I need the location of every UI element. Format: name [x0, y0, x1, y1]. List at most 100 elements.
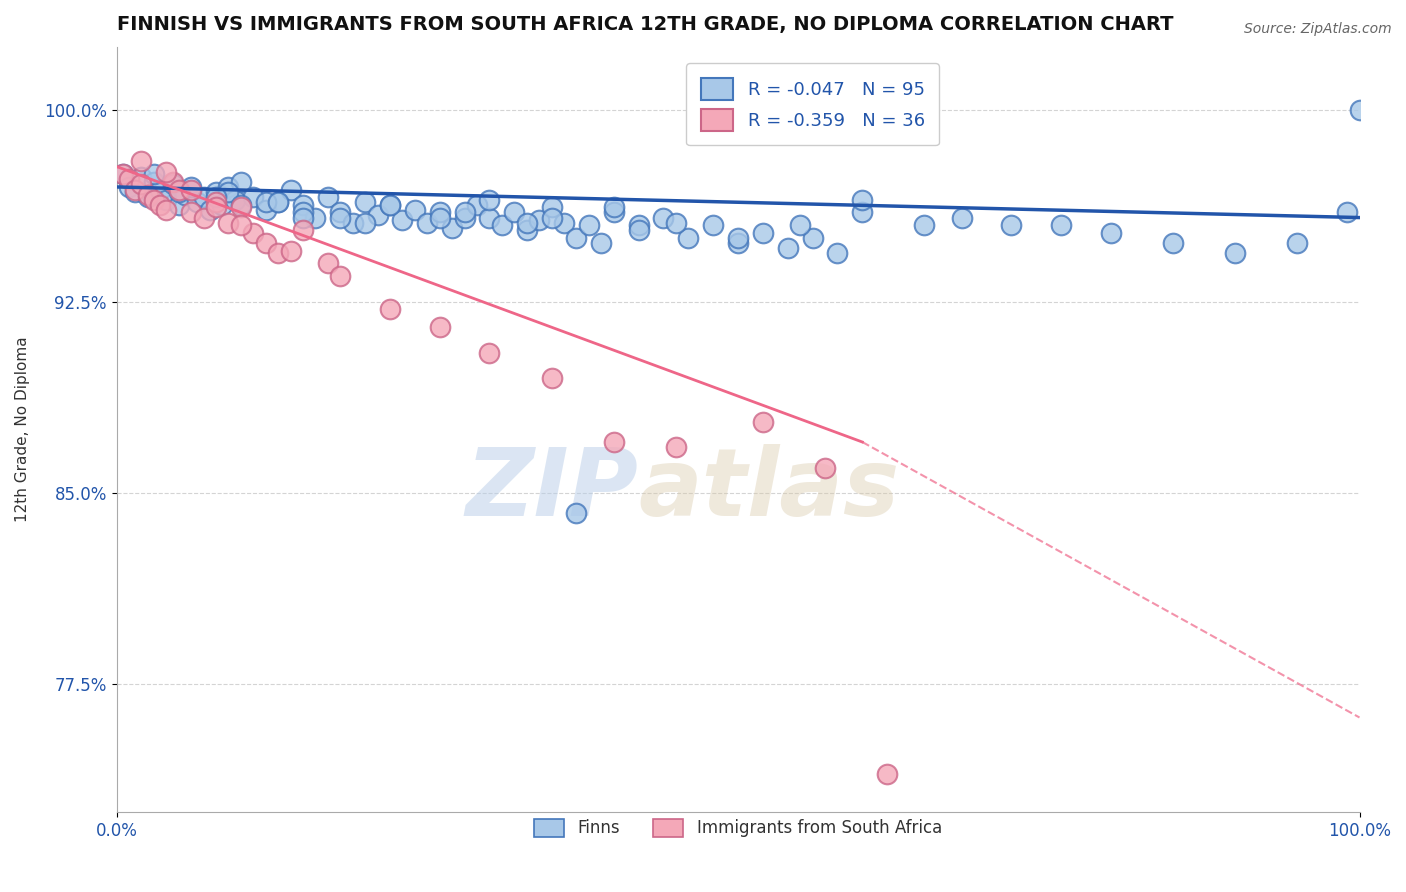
Point — [316, 190, 339, 204]
Point — [478, 193, 501, 207]
Y-axis label: 12th Grade, No Diploma: 12th Grade, No Diploma — [15, 336, 30, 522]
Point — [752, 415, 775, 429]
Point — [1286, 236, 1309, 251]
Point — [503, 205, 526, 219]
Point — [665, 216, 688, 230]
Point — [229, 198, 252, 212]
Point — [827, 246, 849, 260]
Point — [578, 218, 600, 232]
Point — [316, 256, 339, 270]
Text: Source: ZipAtlas.com: Source: ZipAtlas.com — [1244, 22, 1392, 37]
Point — [851, 205, 873, 219]
Point — [180, 182, 202, 196]
Point — [131, 169, 153, 184]
Point — [378, 198, 401, 212]
Point — [217, 185, 239, 199]
Point — [254, 236, 277, 251]
Point — [478, 345, 501, 359]
Point — [174, 187, 197, 202]
Point — [155, 202, 177, 217]
Point — [516, 216, 538, 230]
Point — [167, 198, 190, 212]
Point — [217, 216, 239, 230]
Point — [429, 320, 451, 334]
Point — [603, 200, 626, 214]
Point — [652, 211, 675, 225]
Point — [540, 371, 562, 385]
Point — [124, 182, 146, 196]
Point — [727, 231, 749, 245]
Text: atlas: atlas — [638, 444, 900, 536]
Point — [155, 164, 177, 178]
Point — [329, 205, 352, 219]
Point — [416, 216, 439, 230]
Point — [1050, 218, 1073, 232]
Point — [627, 218, 650, 232]
Point — [142, 175, 165, 189]
Point — [267, 195, 290, 210]
Point — [292, 205, 315, 219]
Point — [329, 269, 352, 284]
Point — [465, 198, 488, 212]
Point — [367, 208, 389, 222]
Point — [342, 216, 364, 230]
Point — [378, 302, 401, 317]
Point — [914, 218, 936, 232]
Point — [167, 182, 190, 196]
Point — [950, 211, 973, 225]
Point — [229, 200, 252, 214]
Point — [254, 195, 277, 210]
Point — [142, 167, 165, 181]
Point — [429, 211, 451, 225]
Point — [814, 460, 837, 475]
Point — [429, 205, 451, 219]
Point — [142, 193, 165, 207]
Point — [136, 190, 159, 204]
Point — [229, 218, 252, 232]
Point — [1225, 246, 1247, 260]
Point — [354, 195, 377, 210]
Point — [404, 202, 426, 217]
Legend: Finns, Immigrants from South Africa: Finns, Immigrants from South Africa — [526, 810, 950, 846]
Point — [242, 226, 264, 240]
Text: ZIP: ZIP — [465, 444, 638, 536]
Point — [304, 211, 326, 225]
Point — [280, 182, 302, 196]
Point — [180, 205, 202, 219]
Point — [180, 180, 202, 194]
Text: FINNISH VS IMMIGRANTS FROM SOUTH AFRICA 12TH GRADE, NO DIPLOMA CORRELATION CHART: FINNISH VS IMMIGRANTS FROM SOUTH AFRICA … — [117, 15, 1173, 34]
Point — [603, 435, 626, 450]
Point — [131, 154, 153, 169]
Point — [540, 200, 562, 214]
Point — [851, 193, 873, 207]
Point — [118, 172, 141, 186]
Point — [1348, 103, 1371, 118]
Point — [124, 185, 146, 199]
Point — [162, 175, 184, 189]
Point — [205, 200, 228, 214]
Point — [162, 178, 184, 192]
Point — [205, 190, 228, 204]
Point — [267, 246, 290, 260]
Point — [453, 211, 475, 225]
Point — [149, 182, 172, 196]
Point — [136, 187, 159, 202]
Point — [453, 205, 475, 219]
Point — [111, 167, 134, 181]
Point — [118, 180, 141, 194]
Point — [155, 193, 177, 207]
Point — [702, 218, 724, 232]
Point — [665, 440, 688, 454]
Point — [553, 216, 575, 230]
Point — [242, 190, 264, 204]
Point — [478, 211, 501, 225]
Point — [167, 185, 190, 199]
Point — [776, 241, 799, 255]
Point — [527, 213, 550, 227]
Point — [292, 223, 315, 237]
Point — [254, 202, 277, 217]
Point — [1099, 226, 1122, 240]
Point — [727, 236, 749, 251]
Point — [193, 190, 215, 204]
Point — [267, 195, 290, 210]
